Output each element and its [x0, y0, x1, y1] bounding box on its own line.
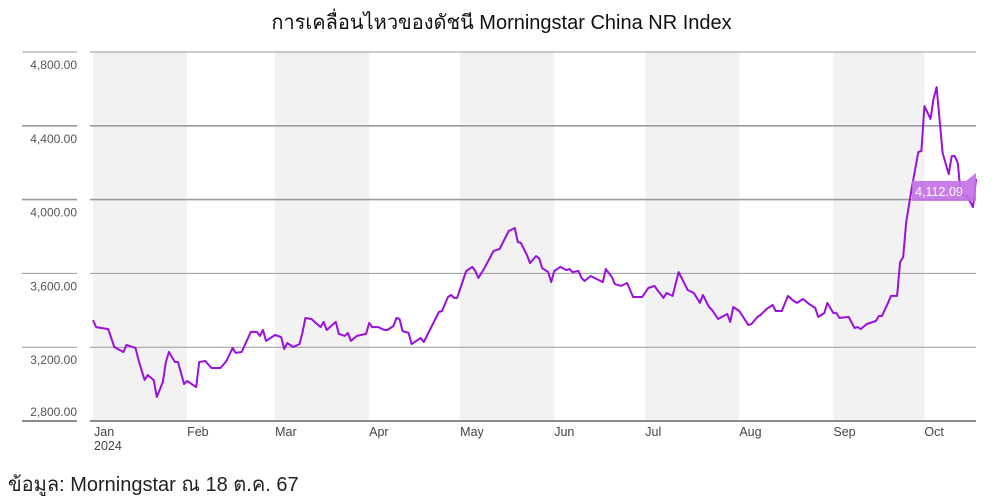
y-tick-label: 3,600.00 — [30, 279, 77, 293]
x-tick-label: Jan — [94, 425, 114, 439]
x-tick-year: 2024 — [94, 439, 122, 453]
month-band — [645, 52, 740, 421]
month-band — [833, 52, 925, 421]
y-tick-label: 4,000.00 — [30, 206, 77, 220]
x-tick-label: Jun — [554, 425, 574, 439]
x-tick-label: Oct — [924, 425, 944, 439]
x-tick-label: May — [460, 425, 484, 439]
month-bands — [93, 52, 925, 421]
month-band — [275, 52, 370, 421]
y-tick-label: 4,800.00 — [30, 58, 77, 72]
y-tick-label: 3,200.00 — [30, 353, 77, 367]
series — [92, 86, 977, 398]
index-line — [92, 86, 977, 398]
x-tick-label: Jul — [645, 425, 661, 439]
chart-title: การเคลื่อนไหวของดัชนี Morningstar China … — [271, 12, 732, 34]
y-axis: 4,800.00 4,400.00 4,000.00 3,600.00 3,200.00… — [22, 51, 77, 422]
gridlines — [90, 51, 976, 422]
x-tick-label: Mar — [275, 425, 297, 439]
y-tick-label: 2,800.00 — [30, 405, 77, 419]
x-tick-label: Apr — [369, 425, 388, 439]
x-axis: Jan Feb Mar Apr May Jun Jul Aug Sep Oct 2024 — [94, 425, 944, 453]
y-tick-label: 4,400.00 — [30, 132, 77, 146]
last-value-label: 4,112.09 — [912, 172, 976, 201]
last-value-box — [912, 180, 966, 201]
month-band — [93, 52, 188, 421]
source-note: ข้อมูล: Morningstar ณ 18 ต.ค. 67 — [8, 474, 299, 496]
x-tick-label: Feb — [187, 425, 209, 439]
last-value-pointer — [966, 172, 976, 201]
last-value-text: 4,112.09 — [915, 185, 963, 199]
x-tick-label: Sep — [833, 425, 855, 439]
month-band — [460, 52, 555, 421]
x-tick-label: Aug — [739, 425, 761, 439]
